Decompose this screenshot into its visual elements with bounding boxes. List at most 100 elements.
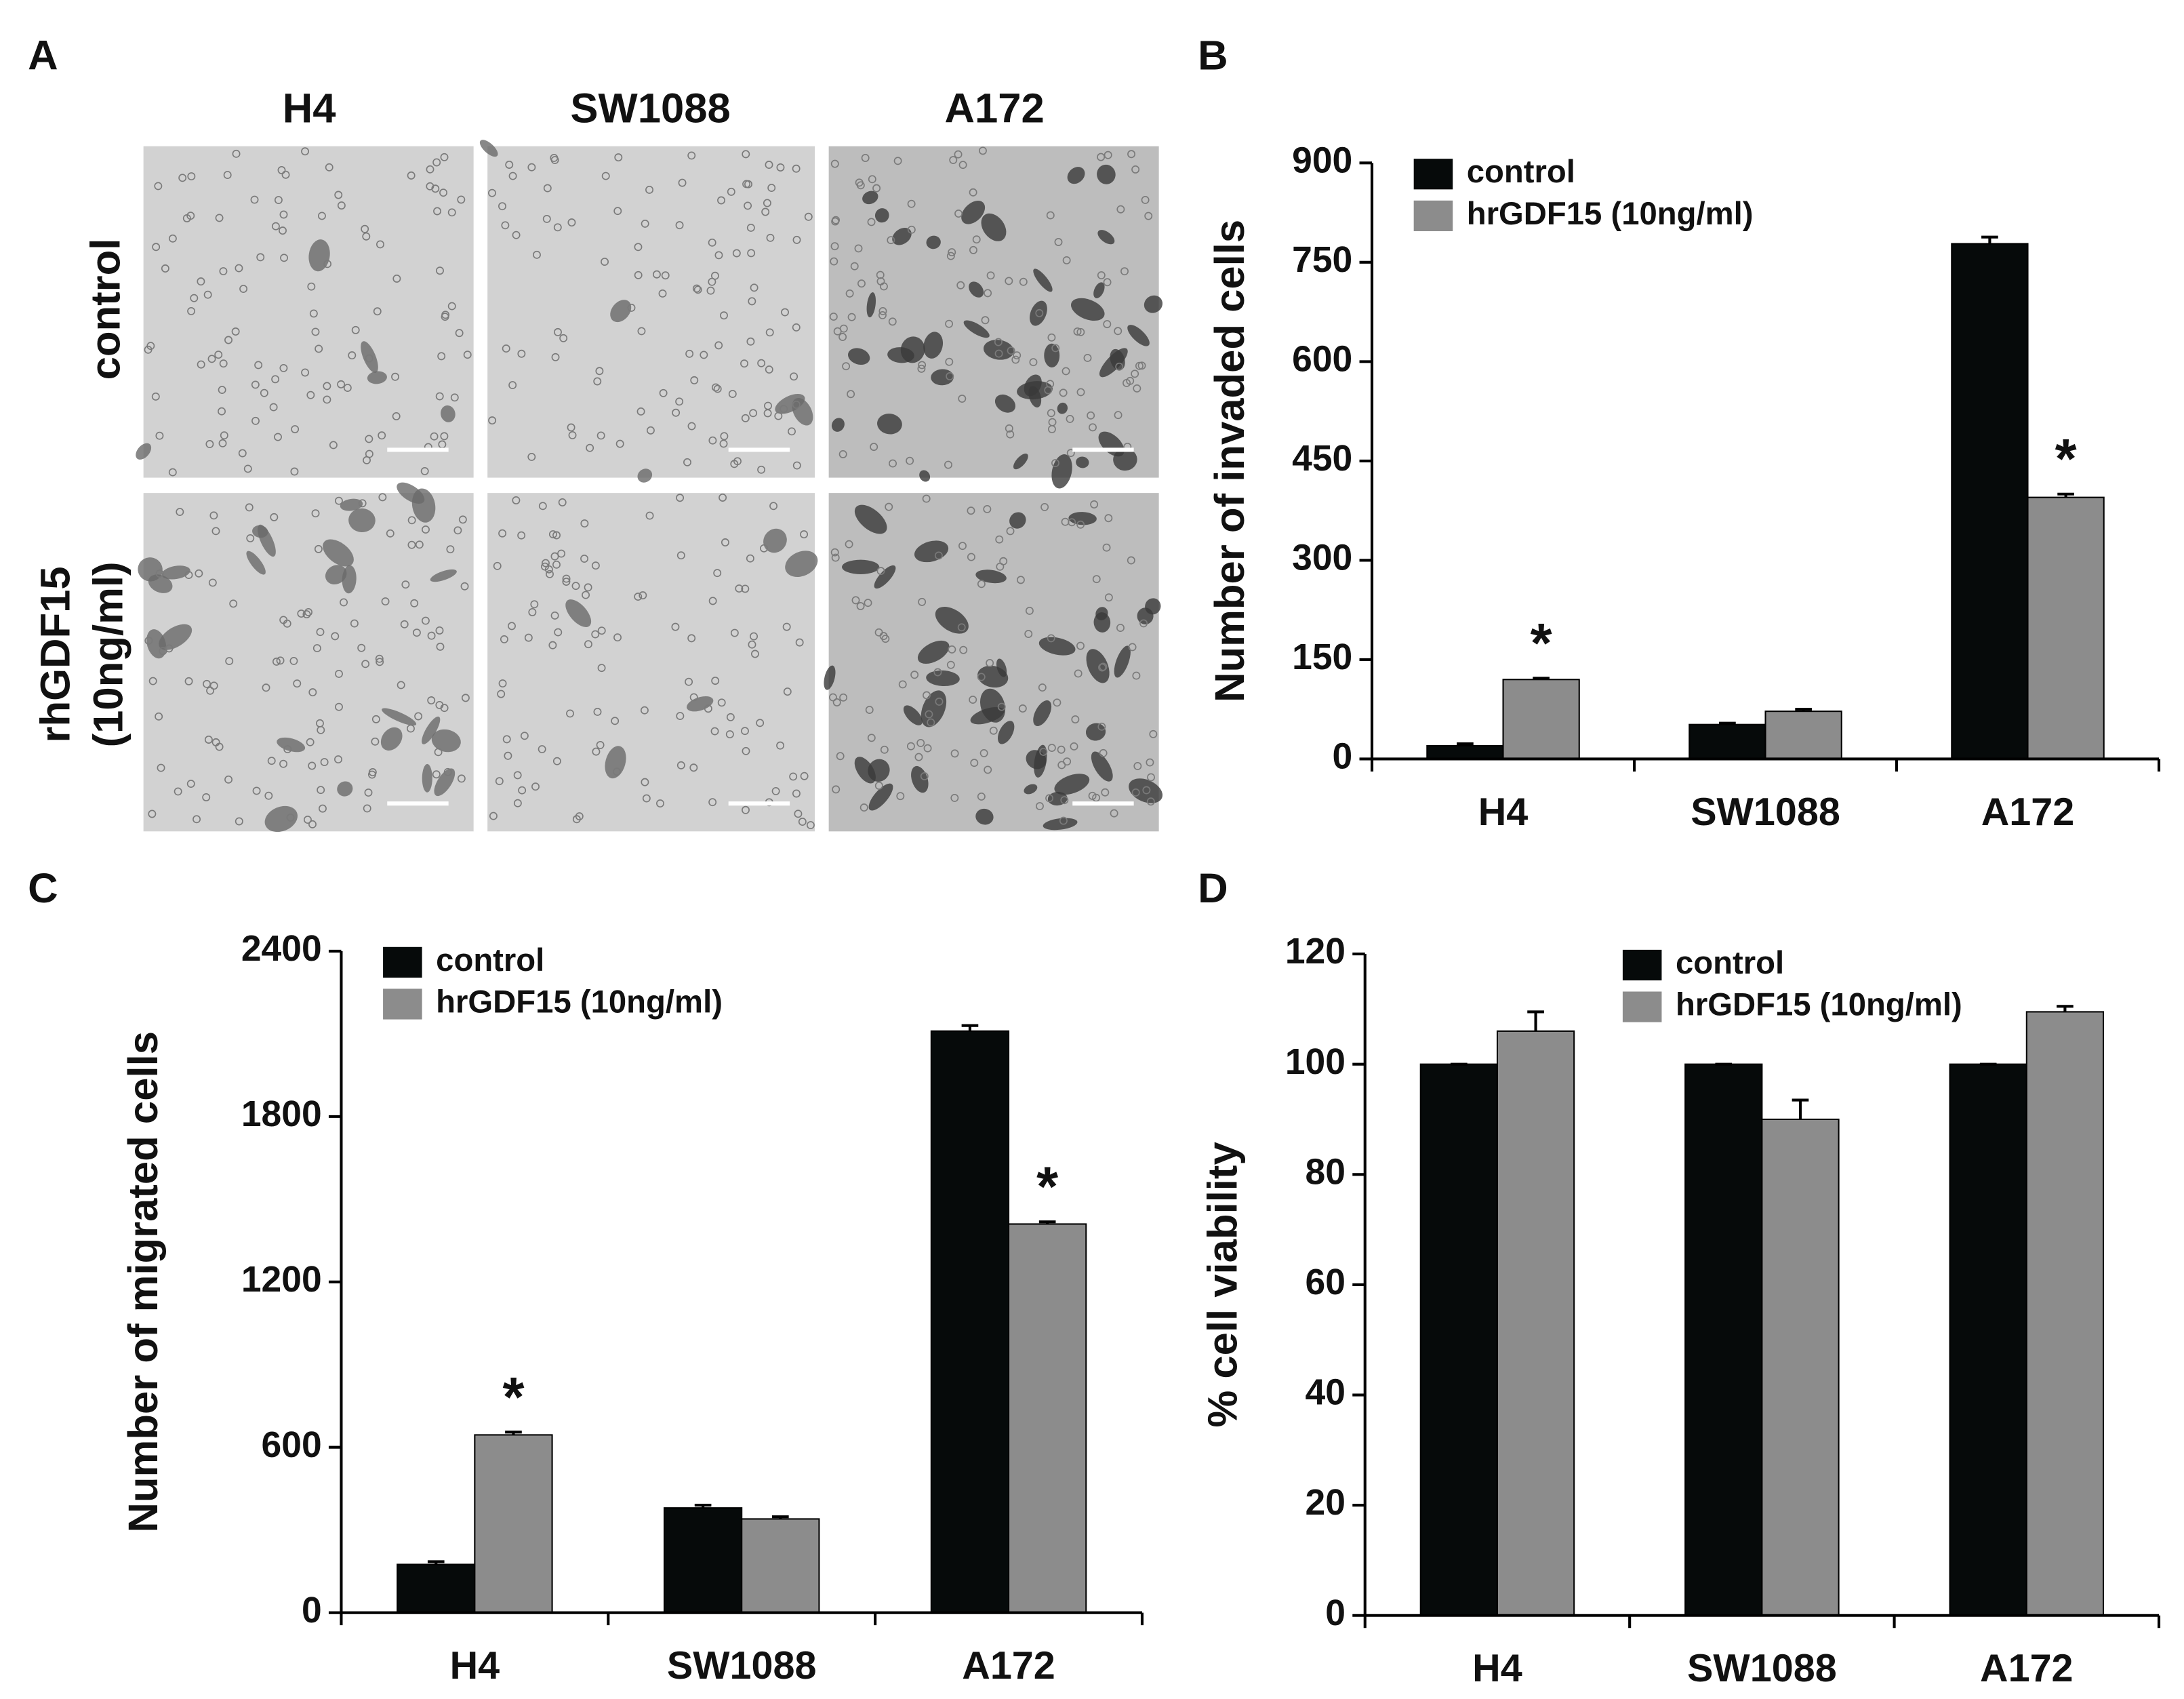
pore xyxy=(1066,449,1075,458)
cell-blob xyxy=(146,629,167,659)
y-tick-label: 0 xyxy=(1333,737,1353,777)
pore xyxy=(601,172,610,180)
pore xyxy=(735,584,744,593)
pore xyxy=(1038,683,1047,692)
pore xyxy=(203,290,212,299)
pore xyxy=(184,571,193,580)
legend-label: hrGDF15 (10ng/ml) xyxy=(436,984,723,1020)
cell-blob xyxy=(1013,454,1028,470)
legend-swatch xyxy=(1622,991,1662,1022)
pore xyxy=(627,303,636,312)
cell-blob xyxy=(397,482,425,504)
pore xyxy=(920,772,929,780)
cell-blob xyxy=(1093,282,1105,298)
cell-blob xyxy=(1033,700,1052,727)
pore xyxy=(308,761,317,770)
cell-blob xyxy=(868,759,890,782)
pore xyxy=(730,460,739,468)
y-axis-label: Number of invaded cells xyxy=(1207,220,1253,702)
pore xyxy=(204,736,213,744)
pore xyxy=(756,719,765,727)
pore xyxy=(765,365,773,374)
pore xyxy=(320,758,329,767)
pore xyxy=(527,163,536,172)
pore xyxy=(878,311,887,319)
pore xyxy=(946,660,955,669)
pore xyxy=(155,712,163,721)
pore xyxy=(306,391,315,399)
pore xyxy=(954,150,963,159)
pore xyxy=(308,688,317,697)
pore xyxy=(245,503,254,512)
pore xyxy=(981,316,990,325)
error-bar xyxy=(1719,721,1736,725)
x-tick-label: H4 xyxy=(450,1644,500,1687)
pore xyxy=(301,147,310,156)
pore xyxy=(460,582,469,591)
pore xyxy=(970,759,979,767)
pore xyxy=(251,416,260,425)
pore xyxy=(178,174,187,182)
pore xyxy=(956,281,965,289)
pore xyxy=(836,752,845,761)
pore xyxy=(1060,796,1069,805)
pore xyxy=(923,691,931,700)
pore xyxy=(876,567,885,576)
pore xyxy=(757,359,766,367)
pore xyxy=(958,542,967,551)
pore xyxy=(769,502,778,511)
pore xyxy=(788,427,796,436)
pore xyxy=(410,599,419,607)
pore xyxy=(880,745,889,754)
pore xyxy=(430,432,439,441)
pore xyxy=(800,530,809,539)
pore xyxy=(893,157,902,165)
pore xyxy=(218,407,226,416)
pore xyxy=(182,214,191,222)
pore xyxy=(554,327,562,336)
micrograph-bg xyxy=(143,146,474,478)
legend-label: hrGDF15 (10ng/ml) xyxy=(1676,987,1962,1023)
pore xyxy=(765,328,774,337)
pore xyxy=(386,529,395,538)
pore xyxy=(721,538,729,546)
pore xyxy=(283,745,292,754)
pore xyxy=(215,214,224,222)
pore xyxy=(693,285,702,294)
pore xyxy=(1132,671,1141,680)
pore xyxy=(591,630,600,639)
pore xyxy=(765,161,773,169)
pore xyxy=(567,218,576,227)
pore xyxy=(548,641,557,649)
pore xyxy=(358,499,367,508)
legend-swatch xyxy=(383,946,422,978)
pore xyxy=(231,327,240,336)
pore xyxy=(224,775,233,784)
pore xyxy=(1147,773,1156,782)
cell-blob xyxy=(430,569,457,582)
pore xyxy=(558,498,567,506)
pore xyxy=(614,153,623,162)
cell-blob xyxy=(854,504,887,534)
pore xyxy=(994,349,1003,358)
pore xyxy=(830,159,839,168)
pore xyxy=(161,264,169,273)
cell-blob xyxy=(935,607,969,634)
legend-label: control xyxy=(1467,154,1575,190)
bar xyxy=(741,1518,820,1614)
pore xyxy=(406,724,415,733)
y-tick-label: 150 xyxy=(1292,637,1352,677)
significance-marker: * xyxy=(2055,428,2077,490)
pore xyxy=(596,431,605,440)
pore xyxy=(747,249,756,258)
pore xyxy=(1149,729,1158,738)
pore xyxy=(286,813,295,822)
pore xyxy=(780,405,788,414)
pore xyxy=(307,282,316,291)
pore xyxy=(910,671,919,679)
pore xyxy=(850,262,859,271)
pore xyxy=(717,698,726,707)
pore xyxy=(719,494,727,502)
pore xyxy=(302,610,311,619)
pore xyxy=(1025,606,1034,615)
